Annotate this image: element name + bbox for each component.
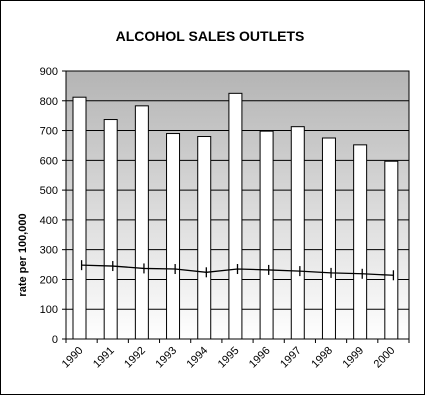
bar — [290, 126, 305, 340]
bar — [384, 160, 399, 340]
bar — [72, 96, 87, 340]
y-tick-label: 0 — [52, 334, 58, 346]
y-tick-label: 900 — [40, 66, 58, 78]
y-tick-label: 500 — [40, 185, 58, 197]
y-tick-label: 200 — [40, 274, 58, 286]
y-tick-label: 700 — [40, 126, 58, 138]
y-axis-label: rate per 100,000 — [17, 213, 29, 296]
bar — [134, 105, 149, 340]
y-tick-label: 800 — [40, 96, 58, 108]
bar — [103, 119, 118, 340]
y-tick-label: 300 — [40, 245, 58, 257]
bar — [166, 133, 181, 340]
chart-title: ALCOHOL SALES OUTLETS — [116, 28, 305, 44]
bar — [259, 130, 274, 340]
bar — [228, 92, 243, 340]
y-tick-label: 100 — [40, 304, 58, 316]
y-tick-label: 400 — [40, 215, 58, 227]
y-tick-label: 600 — [40, 155, 58, 167]
bar — [353, 144, 368, 340]
bar — [321, 137, 336, 340]
bar — [197, 136, 212, 340]
